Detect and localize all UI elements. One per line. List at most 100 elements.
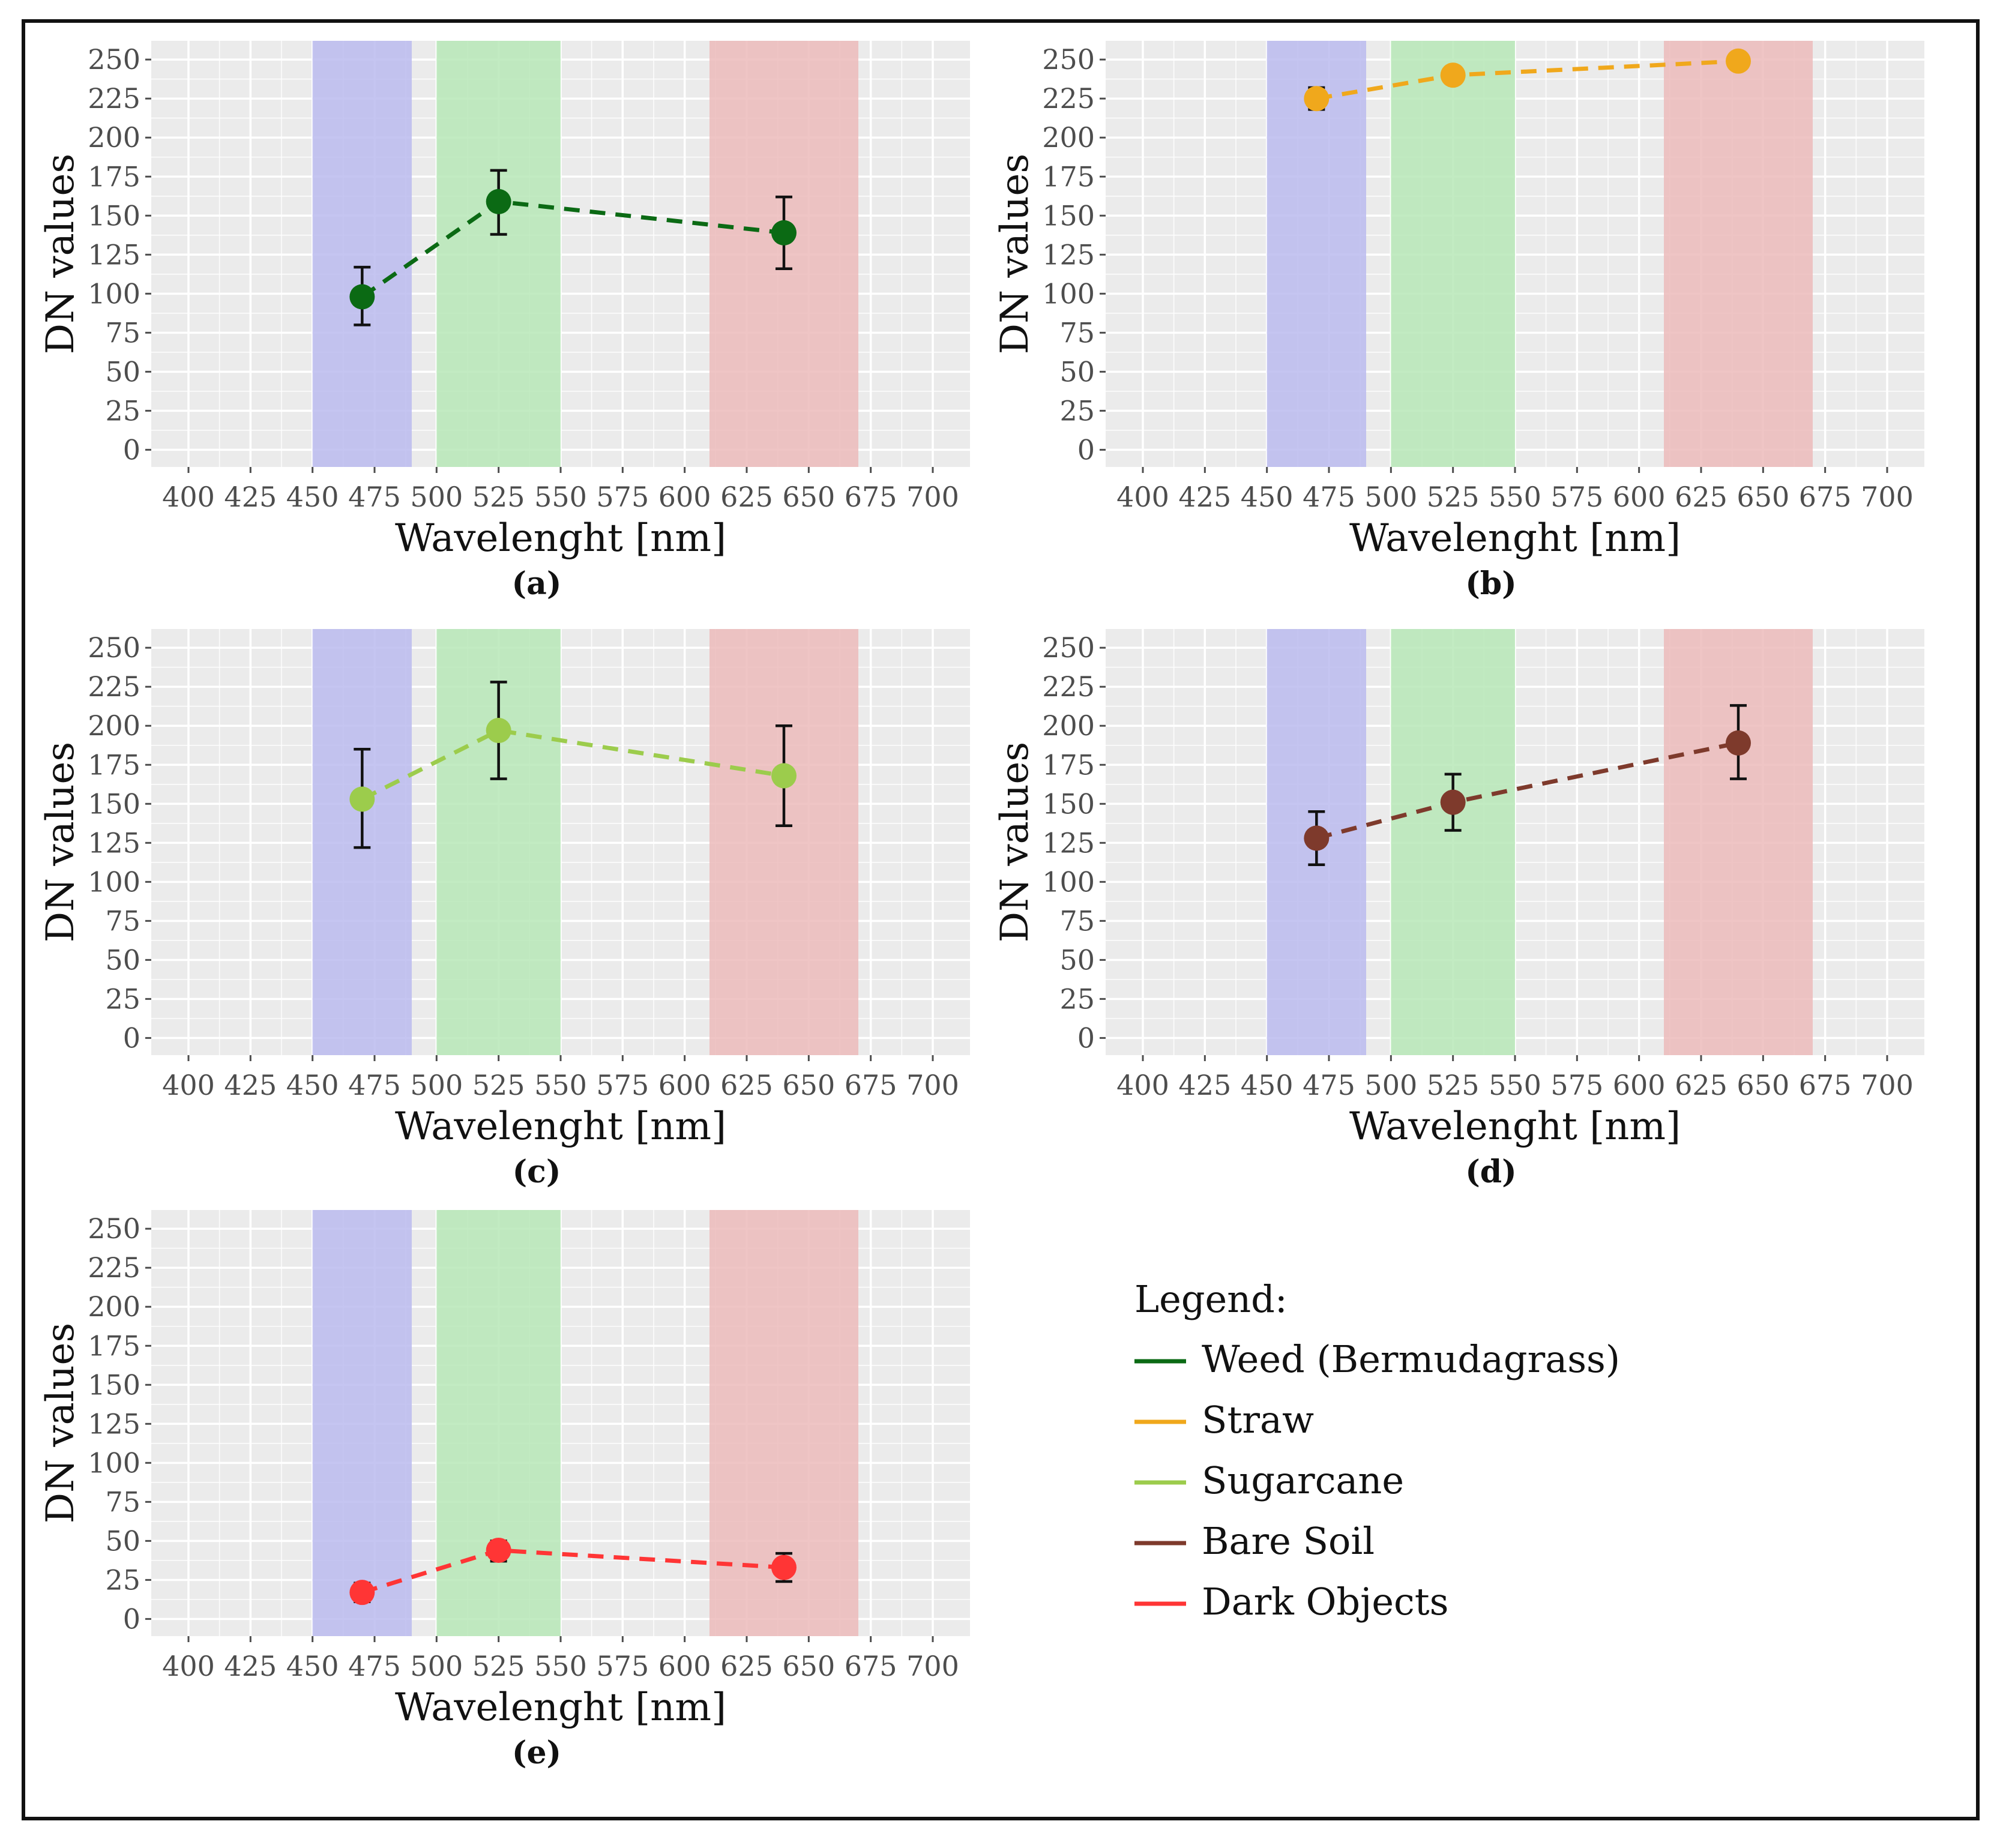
x-tick-label: 625	[720, 481, 773, 513]
y-tick-label: 100	[88, 277, 140, 310]
y-tick-label: 0	[1077, 433, 1095, 466]
x-tick-label: 700	[906, 481, 959, 513]
data-point	[349, 1580, 375, 1606]
y-tick-label: 75	[1059, 316, 1095, 349]
x-tick-label: 575	[596, 1069, 649, 1101]
data-point	[771, 763, 797, 789]
y-tick-label: 150	[88, 199, 140, 232]
x-tick-label: 400	[162, 481, 215, 513]
x-tick-label: 425	[224, 1650, 277, 1682]
x-tick-label: 425	[224, 481, 277, 513]
x-tick-label: 675	[845, 1650, 897, 1682]
y-tick-label: 250	[1042, 43, 1095, 76]
data-point	[1304, 86, 1330, 112]
x-tick-label: 700	[1861, 1069, 1914, 1101]
x-tick-label: 550	[1489, 481, 1541, 513]
x-tick-label: 650	[1736, 481, 1789, 513]
y-tick-label: 175	[88, 1329, 140, 1362]
x-tick-label: 400	[1116, 1069, 1169, 1101]
x-tick-label: 550	[534, 1650, 587, 1682]
x-tick-label: 700	[1861, 481, 1914, 513]
x-tick-label: 650	[782, 481, 835, 513]
y-tick-label: 100	[88, 1446, 140, 1479]
x-tick-label: 500	[410, 481, 463, 513]
y-tick-label: 150	[88, 787, 140, 820]
panel-5: 400 425 450 475 500 525 550 575 600 625 650 675 700 0…	[38, 1208, 970, 1771]
data-point	[771, 220, 797, 245]
x-axis-title: Wavelenght [nm]	[1349, 516, 1681, 561]
data-point	[771, 1555, 797, 1580]
data-point	[1304, 825, 1330, 851]
x-tick-label: 675	[845, 481, 897, 513]
y-tick-label: 25	[105, 394, 140, 427]
x-axis-title: Wavelenght [nm]	[395, 1104, 726, 1149]
y-tick-label: 150	[1042, 199, 1095, 232]
x-tick-label: 500	[410, 1069, 463, 1101]
blue-band	[1267, 41, 1366, 467]
x-tick-label: 500	[1364, 1069, 1417, 1101]
data-point	[349, 786, 375, 812]
red-band	[1664, 41, 1813, 467]
x-tick-label: 600	[658, 481, 711, 513]
y-tick-label: 125	[1042, 238, 1095, 271]
data-point	[1440, 789, 1466, 815]
y-tick-label: 75	[1059, 904, 1095, 937]
x-tick-label: 625	[720, 1650, 773, 1682]
panel-4: 400 425 450 475 500 525 550 575 600 625 650 675 700 0…	[993, 627, 1924, 1190]
x-tick-label: 525	[1427, 481, 1480, 513]
x-tick-label: 475	[348, 1650, 401, 1682]
x-tick-label: 575	[596, 481, 649, 513]
y-axis-title: DN values	[38, 742, 83, 942]
y-tick-label: 75	[105, 904, 140, 937]
y-tick-label: 175	[1042, 748, 1095, 781]
data-point	[486, 1537, 511, 1563]
legend-label: Bare Soil	[1202, 1519, 1375, 1563]
x-tick-label: 575	[1550, 481, 1603, 513]
panel-label: (e)	[512, 1735, 561, 1771]
panel-label: (d)	[1465, 1154, 1517, 1190]
chart-canvas: 400 425 450 475 500 525 550 575 600 625 650 675 7000…	[38, 39, 1924, 1771]
y-tick-label: 250	[88, 43, 140, 76]
x-tick-label: 550	[534, 1069, 587, 1101]
y-axis-title: DN values	[993, 154, 1037, 354]
y-tick-label: 100	[88, 865, 140, 898]
green-band	[436, 1210, 561, 1636]
legend-label: Straw	[1202, 1398, 1314, 1442]
y-tick-label: 175	[88, 160, 140, 193]
x-tick-label: 475	[348, 1069, 401, 1101]
x-tick-label: 625	[1675, 481, 1727, 513]
x-tick-label: 400	[162, 1069, 215, 1101]
y-tick-label: 125	[88, 826, 140, 859]
x-tick-label: 400	[162, 1650, 215, 1682]
x-tick-label: 475	[1303, 1069, 1355, 1101]
y-axis-title: DN values	[38, 154, 83, 354]
panel-label: (c)	[513, 1154, 561, 1190]
y-tick-label: 225	[88, 670, 140, 703]
y-tick-label: 200	[88, 1290, 140, 1323]
y-tick-label: 25	[105, 983, 140, 1015]
x-tick-label: 525	[472, 1650, 525, 1682]
y-tick-label: 200	[88, 121, 140, 154]
y-tick-label: 50	[1059, 355, 1095, 388]
data-point	[1726, 48, 1751, 74]
x-tick-label: 650	[782, 1069, 835, 1101]
y-tick-label: 50	[105, 944, 140, 976]
legend-label: Dark Objects	[1202, 1580, 1448, 1624]
y-tick-label: 175	[1042, 160, 1095, 193]
x-tick-label: 425	[1178, 1069, 1231, 1101]
x-tick-label: 475	[348, 481, 401, 513]
y-tick-label: 200	[1042, 709, 1095, 742]
x-tick-label: 650	[1736, 1069, 1789, 1101]
y-tick-label: 125	[88, 1407, 140, 1440]
x-tick-label: 600	[1613, 1069, 1666, 1101]
y-tick-label: 125	[1042, 826, 1095, 859]
y-tick-label: 75	[105, 316, 140, 349]
panel-label: (a)	[512, 565, 562, 602]
x-tick-label: 625	[720, 1069, 773, 1101]
x-tick-label: 525	[1427, 1069, 1480, 1101]
x-tick-label: 600	[658, 1069, 711, 1101]
legend-label: Sugarcane	[1202, 1458, 1404, 1502]
x-tick-label: 700	[906, 1069, 959, 1101]
data-point	[1440, 62, 1466, 88]
green-band	[436, 41, 561, 467]
